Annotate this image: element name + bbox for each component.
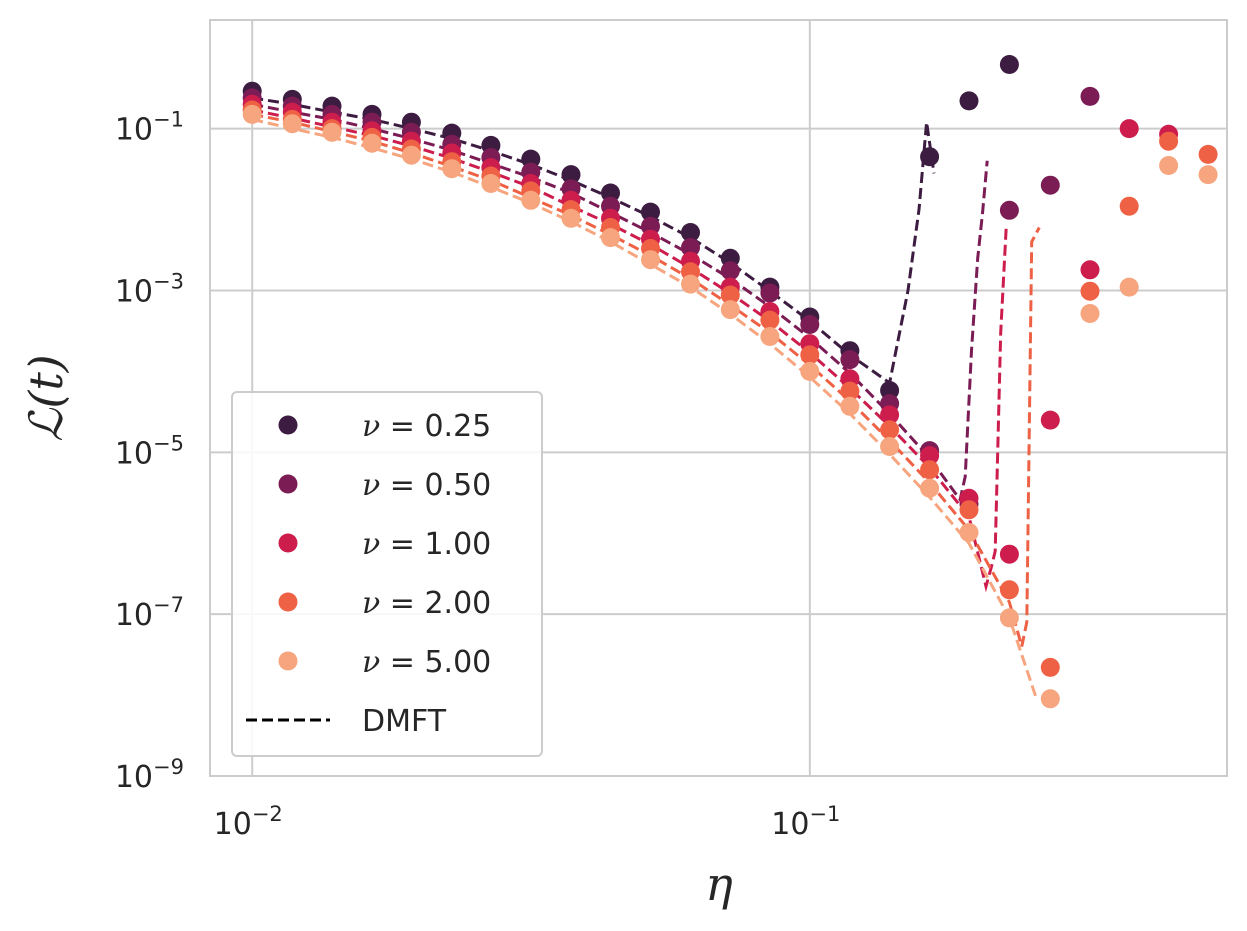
point-s4-7 <box>521 190 541 210</box>
point-s4-13 <box>760 327 780 346</box>
legend: ν = 0.25 ν = 0.50 ν = 1.00 ν = 2.00 ν = 5.00… <box>231 391 543 757</box>
point-s1-11 <box>681 238 700 257</box>
point-s1-15 <box>840 350 860 370</box>
point-s4-18 <box>959 523 979 542</box>
point-s2-16 <box>880 405 900 425</box>
point-s4-19 <box>999 608 1019 628</box>
point-s3-21 <box>1080 281 1100 301</box>
y-tick-label-1: 10−7 <box>115 593 184 633</box>
legend-dmft-label: DMFT <box>362 704 447 739</box>
point-s0-8 <box>561 165 581 185</box>
point-s2-19 <box>999 544 1019 564</box>
legend-marker-4 <box>278 651 298 671</box>
data-points <box>242 55 1218 709</box>
x-axis-label: η <box>705 857 733 911</box>
y-tick-labels: 10−9 10−7 10−5 10−3 10−1 <box>115 108 184 795</box>
y-tick-label-2: 10−5 <box>115 431 184 471</box>
point-s2-17 <box>920 446 940 466</box>
legend-marker-3 <box>278 592 298 612</box>
legend-entry-4: ν = 5.00 <box>362 645 491 680</box>
point-s4-15 <box>840 396 860 416</box>
point-s4-14 <box>800 361 820 381</box>
point-s0-18 <box>959 91 979 111</box>
dmft-line-0 <box>251 96 936 386</box>
point-s3-20 <box>1040 657 1060 677</box>
legend-entry-1: ν = 0.50 <box>362 468 491 503</box>
legend-marker-0 <box>278 415 298 435</box>
point-s1-14 <box>800 315 820 334</box>
legend-entry-0: ν = 0.25 <box>362 409 491 444</box>
point-s3-15 <box>840 381 860 401</box>
legend-box <box>231 391 543 757</box>
point-s4-10 <box>641 250 660 270</box>
legend-marker-1 <box>278 474 298 494</box>
point-s3-18 <box>959 500 979 520</box>
point-s3-12 <box>720 285 740 305</box>
point-s1-19 <box>999 200 1019 220</box>
point-s4-23 <box>1159 156 1179 175</box>
point-s2-20 <box>1040 410 1060 430</box>
point-s3-23 <box>1159 131 1179 151</box>
plot-frame <box>209 19 1228 777</box>
point-s3-24 <box>1198 144 1218 164</box>
dmft-line-1 <box>251 102 989 504</box>
point-s0-16 <box>880 381 900 400</box>
point-s0-19 <box>999 55 1019 74</box>
point-s3-13 <box>760 310 780 330</box>
point-s0-7 <box>521 149 541 169</box>
point-s4-3 <box>362 133 382 153</box>
point-s1-12 <box>720 261 740 281</box>
point-s4-11 <box>681 274 700 294</box>
point-s0-10 <box>641 202 660 222</box>
point-s4-24 <box>1198 165 1218 185</box>
point-s4-22 <box>1119 277 1139 297</box>
point-s4-21 <box>1080 304 1100 323</box>
point-s4-0 <box>242 104 262 124</box>
point-s4-16 <box>880 437 900 456</box>
point-s3-19 <box>999 580 1019 600</box>
y-axis-label: ℒ(t) <box>19 354 73 442</box>
point-s4-20 <box>1040 689 1060 709</box>
x-tick-label-0: 10−2 <box>214 802 283 842</box>
point-s1-20 <box>1040 175 1060 195</box>
point-s2-22 <box>1119 119 1139 139</box>
point-s4-17 <box>920 478 940 498</box>
x-tick-labels: 10−2 10−1 <box>214 802 841 842</box>
point-s3-14 <box>800 345 820 365</box>
point-s1-21 <box>1080 86 1100 106</box>
y-tick-label-3: 10−3 <box>115 269 184 309</box>
point-s4-8 <box>561 208 581 228</box>
point-s4-6 <box>481 174 501 193</box>
point-s4-1 <box>282 114 302 134</box>
point-s2-21 <box>1080 260 1100 280</box>
point-s0-17 <box>920 147 940 167</box>
dmft-line-2 <box>251 108 1008 593</box>
y-tick-label-0: 10−9 <box>115 755 184 795</box>
point-s4-12 <box>720 300 740 320</box>
legend-entry-2: ν = 1.00 <box>362 527 491 562</box>
point-s4-5 <box>442 159 462 179</box>
point-s3-22 <box>1119 196 1139 216</box>
y-tick-label-4: 10−1 <box>115 108 184 148</box>
point-s4-4 <box>401 145 421 165</box>
legend-entry-3: ν = 2.00 <box>362 586 491 621</box>
x-tick-label-1: 10−1 <box>771 802 840 842</box>
point-s0-11 <box>681 223 700 242</box>
point-s4-2 <box>322 122 342 142</box>
point-s3-17 <box>920 460 940 480</box>
point-s4-9 <box>601 228 620 248</box>
legend-marker-2 <box>278 533 298 553</box>
point-s0-9 <box>601 183 620 203</box>
point-s1-13 <box>760 283 780 303</box>
point-s3-16 <box>880 420 900 440</box>
